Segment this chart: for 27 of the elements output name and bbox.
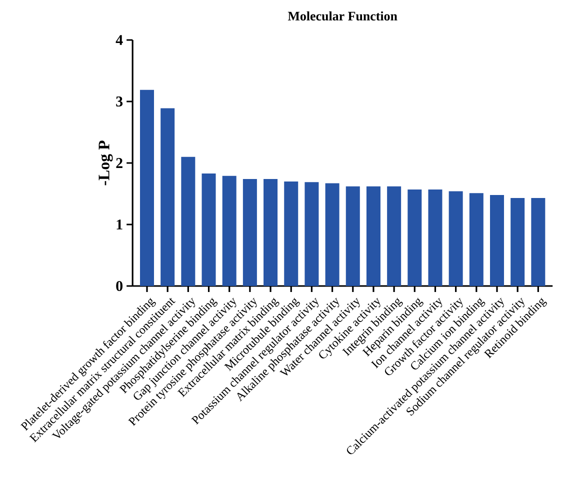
y-tick-label: 3: [116, 96, 123, 107]
bar: [428, 189, 442, 286]
y-tick-label: 2: [116, 158, 122, 168]
bar: [448, 191, 463, 286]
bar: [510, 198, 525, 286]
bar: [242, 178, 257, 286]
bar: [284, 181, 298, 286]
chart-title: Molecular Function: [288, 11, 398, 20]
bar: [387, 186, 402, 286]
y-axis-title: -Log P: [98, 140, 113, 186]
bar: [469, 193, 484, 286]
bar: [160, 108, 175, 286]
bar: [531, 198, 546, 286]
bar: [202, 173, 216, 286]
y-tick-label: 1: [116, 220, 122, 230]
bar: [140, 90, 154, 286]
bar: [490, 194, 504, 286]
bar: [408, 189, 422, 286]
bar: [222, 176, 236, 286]
bar: [366, 186, 380, 286]
y-tick-label: 0: [116, 280, 122, 292]
bar: [346, 186, 360, 286]
bar: [304, 182, 319, 286]
bar: [264, 178, 278, 286]
bar: [325, 183, 340, 286]
y-tick-label: 4: [116, 35, 123, 45]
bar: [181, 156, 196, 286]
